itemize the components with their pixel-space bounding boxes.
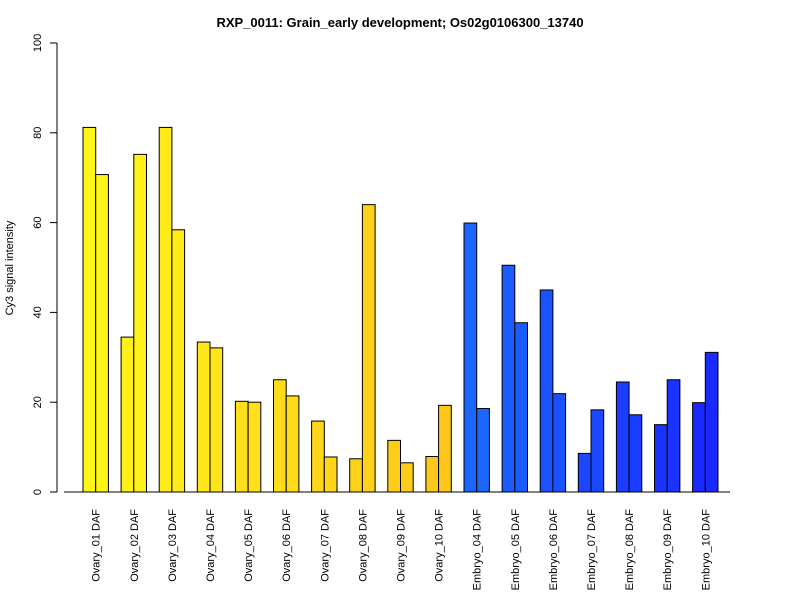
bar-embryo-07-daf-rep2 — [590, 409, 605, 493]
y-tick-label: 80 — [32, 127, 44, 139]
x-tick-label: Ovary_01 DAF — [91, 509, 103, 582]
x-tick-label: Embryo_10 DAF — [700, 509, 712, 591]
y-tick-label: 60 — [32, 216, 44, 228]
bars-group — [82, 126, 719, 493]
y-tick-label: 0 — [32, 489, 44, 495]
y-tick-label: 100 — [32, 34, 44, 52]
bar-embryo-08-daf-rep2 — [628, 414, 643, 493]
bar-ovary-04-daf-rep2 — [209, 347, 224, 493]
bar-embryo-10-daf-rep2 — [704, 351, 719, 493]
bar-ovary-10-daf-rep1 — [425, 456, 440, 493]
bar-embryo-06-daf-rep2 — [552, 393, 567, 493]
x-tick-label: Ovary_04 DAF — [205, 509, 217, 582]
bar-ovary-10-daf-rep2 — [438, 404, 452, 493]
bar-ovary-07-daf-rep1 — [311, 420, 325, 493]
x-tick-label: Embryo_05 DAF — [510, 509, 522, 591]
bar-embryo-09-daf-rep1 — [654, 424, 668, 493]
x-tick-label: Embryo_09 DAF — [662, 509, 674, 591]
x-tick-label: Ovary_10 DAF — [434, 509, 446, 582]
bar-ovary-05-daf-rep1 — [234, 400, 249, 493]
x-tick-label: Ovary_03 DAF — [167, 509, 179, 582]
bar-embryo-06-daf-rep1 — [539, 289, 554, 493]
bar-ovary-02-daf-rep2 — [133, 153, 148, 493]
bar-embryo-04-daf-rep1 — [463, 222, 478, 493]
y-axis: 0 20 40 60 80 100 — [32, 34, 58, 495]
x-tick-label: Ovary_02 DAF — [129, 509, 141, 582]
x-tick-label: Ovary_09 DAF — [396, 509, 408, 582]
bar-embryo-05-daf-rep1 — [501, 264, 516, 493]
bar-embryo-05-daf-rep2 — [514, 322, 528, 493]
x-tick-label: Ovary_05 DAF — [243, 509, 255, 582]
x-tick-label: Embryo_07 DAF — [586, 509, 598, 591]
x-tick-label: Ovary_08 DAF — [357, 509, 369, 582]
bar-ovary-09-daf-rep2 — [400, 462, 414, 493]
y-tick-label: 40 — [32, 306, 44, 318]
bar-ovary-08-daf-rep2 — [361, 204, 376, 493]
bar-embryo-09-daf-rep2 — [666, 379, 681, 493]
x-tick-label: Ovary_07 DAF — [319, 509, 331, 582]
bar-embryo-04-daf-rep2 — [476, 407, 490, 493]
bar-ovary-05-daf-rep2 — [247, 401, 262, 493]
x-tick-labels: Ovary_01 DAF Ovary_02 DAF Ovary_03 DAF Ovar… — [91, 509, 713, 591]
bar-ovary-09-daf-rep1 — [387, 439, 401, 493]
bar-ovary-01-daf-rep2 — [95, 174, 109, 493]
bar-ovary-06-daf-rep2 — [285, 395, 300, 493]
y-tick-label: 20 — [32, 396, 44, 408]
x-tick-label: Embryo_06 DAF — [548, 509, 560, 591]
bar-ovary-01-daf-rep1 — [82, 126, 97, 493]
bar-ovary-08-daf-rep1 — [349, 458, 363, 493]
x-tick-label: Embryo_08 DAF — [624, 509, 636, 591]
bar-ovary-03-daf-rep1 — [158, 126, 173, 493]
bar-embryo-10-daf-rep1 — [692, 402, 706, 493]
bar-ovary-04-daf-rep1 — [196, 341, 211, 493]
chart-title: RXP_0011: Grain_early development; Os02g… — [216, 15, 583, 30]
bar-ovary-06-daf-rep1 — [273, 379, 287, 493]
y-axis-label: Cy3 signal intensity — [4, 220, 16, 315]
bar-embryo-08-daf-rep1 — [615, 381, 630, 493]
bar-ovary-02-daf-rep1 — [120, 336, 135, 493]
bar-ovary-07-daf-rep2 — [323, 456, 338, 493]
bar-embryo-07-daf-rep1 — [577, 452, 592, 493]
x-tick-label: Embryo_04 DAF — [472, 509, 484, 591]
bar-ovary-03-daf-rep2 — [171, 229, 186, 493]
x-tick-label: Ovary_06 DAF — [281, 509, 293, 582]
